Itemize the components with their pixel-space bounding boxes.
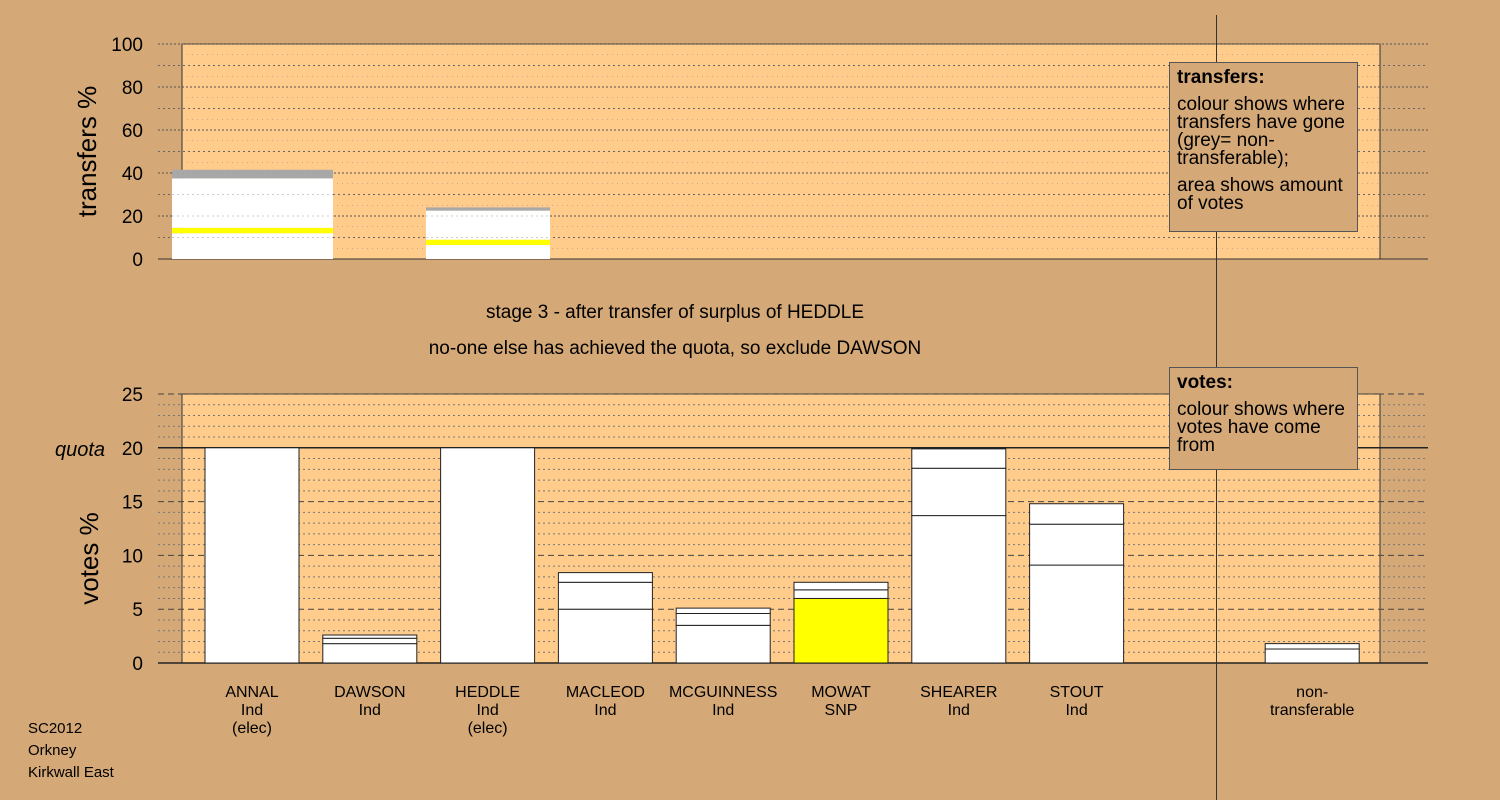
votes-y-tick-label: 15: [122, 493, 143, 514]
transfers-y-tick-label: 60: [122, 121, 143, 142]
transfers-legend-text: colour shows where transfers have gone (…: [1177, 94, 1345, 169]
transfer-bar-segment: [426, 207, 550, 211]
vote-bar-segment: [1264, 648, 1360, 664]
source-council: Orkney: [28, 742, 77, 759]
vote-bar-segment: [793, 581, 889, 591]
vote-bar-segment: [675, 613, 771, 626]
stage-title: stage 3 - after transfer of surplus of H…: [486, 302, 864, 323]
category-label: Ind: [948, 702, 970, 719]
votes-y-tick-label: 25: [122, 385, 143, 406]
vote-bar-segment: [1264, 643, 1360, 650]
votes-y-tick-label: 5: [132, 600, 143, 621]
source-ward: Kirkwall East: [28, 764, 114, 781]
vote-bar-segment: [557, 608, 653, 664]
transfer-bar-segment: [172, 227, 333, 234]
vote-bar-segment: [675, 607, 771, 615]
votes-y-tick-label: 10: [122, 546, 143, 567]
transfers-y-tick-label: 20: [122, 207, 143, 228]
category-label: Ind: [712, 702, 734, 719]
vote-bar-segment: [557, 581, 653, 610]
category-label: MCGUINNESS: [669, 684, 777, 701]
vote-bar-segment: [440, 447, 536, 664]
votes-legend-text: colour shows where votes have come from: [1177, 399, 1345, 456]
vote-bar-segment: [911, 515, 1007, 664]
vote-bar-segment: [204, 447, 300, 664]
transfer-bar-segment: [172, 178, 333, 228]
category-label: non-: [1296, 684, 1328, 701]
category-label: HEDDLE: [455, 684, 520, 701]
vote-bar-segment: [322, 634, 418, 639]
vote-bar-segment: [1029, 503, 1125, 525]
transfer-bar-segment: [426, 245, 550, 259]
transfers-y-tick-label: 40: [122, 164, 143, 185]
category-label: Ind: [476, 702, 498, 719]
source-election: SC2012: [28, 720, 83, 737]
category-label: DAWSON: [334, 684, 405, 701]
category-label: transferable: [1270, 702, 1355, 719]
category-label: Ind: [359, 702, 381, 719]
category-label: Ind: [594, 702, 616, 719]
transfers-legend-title: transfers:: [1177, 67, 1265, 88]
vote-bar-segment: [911, 448, 1007, 469]
category-label: ANNAL: [225, 684, 278, 701]
category-label: STOUT: [1050, 684, 1104, 701]
vote-bar-segment: [1029, 564, 1125, 664]
transfers-y-tick-label: 100: [111, 35, 143, 56]
transfers-legend-area-text: area shows amount of votes: [1177, 175, 1343, 214]
category-label: SHEARER: [920, 684, 997, 701]
category-label: (elec): [232, 720, 272, 737]
votes-y-axis-label: votes %: [74, 512, 104, 605]
category-label: SNP: [825, 702, 858, 719]
quota-label: quota: [55, 439, 105, 461]
transfers-y-axis-label: transfers %: [72, 86, 102, 218]
transfer-bar-segment: [426, 239, 550, 246]
vote-bar-segment: [322, 637, 418, 645]
vote-bar-segment: [1029, 523, 1125, 566]
category-label: MACLEOD: [566, 684, 645, 701]
votes-legend: votes: colour shows where votes have com…: [1169, 367, 1358, 470]
transfer-bar-segment: [172, 233, 333, 259]
vote-bar-segment: [793, 589, 889, 599]
vote-bar-segment: [793, 597, 889, 664]
vote-bar-segment: [557, 572, 653, 583]
category-label: (elec): [468, 720, 508, 737]
votes-y-tick-label: 0: [132, 654, 143, 675]
vote-bar-segment: [911, 467, 1007, 517]
category-label: Ind: [1065, 702, 1087, 719]
transfers-legend: transfers: colour shows where transfers …: [1169, 62, 1358, 232]
vote-bar-segment: [675, 624, 771, 664]
transfer-bar-segment: [172, 169, 333, 179]
votes-legend-title: votes:: [1177, 372, 1233, 393]
transfer-bar-segment: [426, 210, 550, 240]
category-label: Ind: [241, 702, 263, 719]
stage-subtitle: no-one else has achieved the quota, so e…: [429, 338, 922, 359]
vote-bar-segment: [322, 643, 418, 664]
transfers-y-tick-label: 80: [122, 78, 143, 99]
category-label: MOWAT: [811, 684, 871, 701]
transfers-y-tick-label: 0: [132, 250, 143, 271]
votes-y-tick-label: 20: [122, 439, 143, 460]
